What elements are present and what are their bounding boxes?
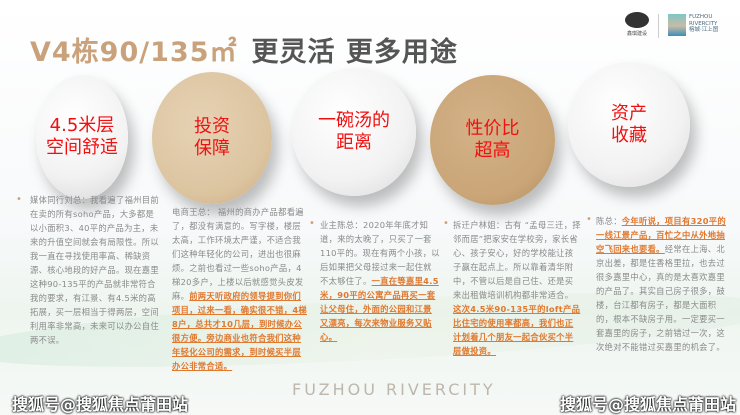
testimonial-text: 媒体同行刘总：我看遍了福州目前在卖的所有soho产品，大多都是以小面积3、40平… <box>30 195 159 345</box>
testimonial-highlight: 前两天听政府的领导提到你们项目，过来一看，确实很不错，4梯8户，总共才10几层，… <box>172 291 308 371</box>
bullet-icon: • <box>443 218 449 229</box>
bullet-icon: • <box>16 194 22 205</box>
testimonial-2: 电商王总： 福州的商办产品都看遍了，都没有满意的。写字楼，楼层太高，工作环境太严… <box>172 205 308 373</box>
project-logo-mark <box>668 14 686 36</box>
developer-logo: 鑫琪建设 <box>620 12 654 37</box>
circle-label: 资产收藏 <box>611 102 647 146</box>
testimonial-highlight: 这次4.5米90-135平的loft产品比住宅的使用率都高，我们也正计划着几个朋… <box>453 304 581 356</box>
title-highlight: V4栋90/135㎡ <box>30 37 238 68</box>
feature-circle-collection: 资产收藏 <box>568 62 690 187</box>
brand-wordmark: FUZHOU RIVERCITY <box>292 380 496 399</box>
testimonial-1: 媒体同行刘总：我看遍了福州目前在卖的所有soho产品，大多都是以小面积3、40平… <box>30 193 162 347</box>
testimonial-highlight: 一直在等嘉里4.5米，90平的公寓产品再买一套让父母住，外面的公园和江景又漂亮，… <box>320 276 439 342</box>
project-logo-text: FUZHOU RIVERCITY 榕城·江上图 <box>689 14 718 36</box>
testimonial-3: 业主陈总：2020年年底才知道，来的太晚了，只买了一套110平的。现在有两个小孩… <box>320 218 440 344</box>
testimonial-text: 经常在上海、北京出差，都是住香格里拉，也去过很多嘉里中心，真的是太喜欢嘉里的产品… <box>596 244 725 352</box>
testimonial-text: 陈总： <box>596 216 622 226</box>
project-logo-line: 榕城·江上图 <box>689 27 719 33</box>
title-rest: 更灵活 更多用途 <box>251 37 458 68</box>
feature-circle-distance: 一碗汤的距离 <box>292 68 416 196</box>
circle-label: 一碗汤的距离 <box>318 110 390 153</box>
testimonial-text: 电商王总： 福州的商办产品都看遍了，都没有满意的。写字楼，楼层太高，工作环境太严… <box>172 207 304 301</box>
circle-label: 性价比超高 <box>465 118 520 161</box>
bullet-icon: • <box>309 218 315 229</box>
circle-label: 4.5米层空间舒适 <box>46 115 118 158</box>
feature-circle-space: 4.5米层空间舒适 <box>36 75 128 199</box>
testimonial-text: 业主陈总：2020年年底才知道，来的太晚了，只买了一套110平的。现在有两个小孩… <box>320 220 440 286</box>
feature-circle-investment: 投资保障 <box>152 72 272 204</box>
testimonial-highlight: 今年听说，项目有320平的一线江景产品，百忙之中从外地抽空飞回来也要看。 <box>596 216 726 254</box>
developer-logo-mark <box>625 12 649 28</box>
watermark-left: 搜狐号@搜狐焦点莆田站 <box>12 395 189 414</box>
watermark-right: 搜狐号@搜狐焦点莆田站 <box>560 395 737 414</box>
developer-logo-text: 鑫琪建设 <box>626 31 647 37</box>
project-logo-line: FUZHOU <box>689 14 713 20</box>
testimonial-text: 拆迁户林姐：古有 “孟母三迁，择邻而居”把家安在学校旁，家长省心、孩子安心，好的… <box>453 220 581 300</box>
feature-circle-value: 性价比超高 <box>430 75 555 205</box>
project-logo: FUZHOU RIVERCITY 榕城·江上图 <box>668 14 718 36</box>
testimonial-5: 陈总：今年听说，项目有320平的一线江景产品，百忙之中从外地抽空飞回来也要看。经… <box>596 214 728 354</box>
circle-label: 投资保障 <box>194 116 230 159</box>
testimonial-4: 拆迁户林姐：古有 “孟母三迁，择邻而居”把家安在学校旁，家长省心、孩子安心，好的… <box>453 218 581 358</box>
project-logo-line: RIVERCITY <box>689 20 718 27</box>
logo-divider <box>658 14 659 38</box>
bullet-icon: • <box>586 214 592 225</box>
page-title: V4栋90/135㎡ 更灵活 更多用途 <box>30 30 458 69</box>
